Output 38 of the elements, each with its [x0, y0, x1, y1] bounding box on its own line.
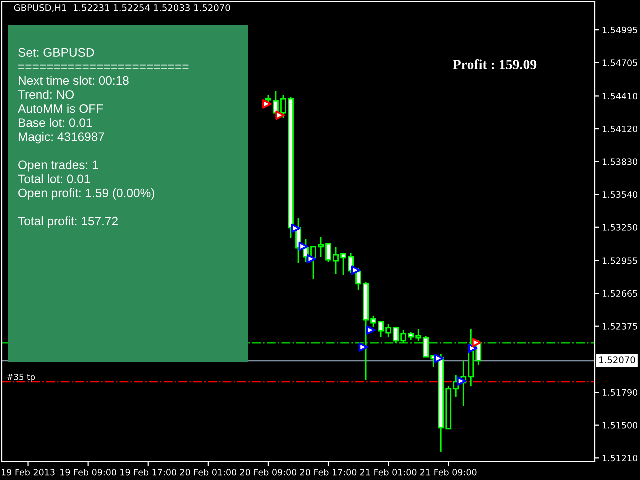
- point: [358, 342, 368, 352]
- x-tick-label: 19 Feb 2013: [2, 468, 55, 476]
- annotation: Profit : 159.09: [453, 60, 537, 70]
- y-tick-label: 1.52375: [602, 323, 638, 330]
- y-tick-label: 1.53250: [602, 224, 638, 231]
- ref-line-label: #35 tp: [7, 374, 36, 382]
- x-tick-label: 19 Feb 09:00: [60, 468, 116, 476]
- point: [291, 224, 301, 234]
- point: [351, 266, 361, 276]
- y-tick-label: 1.53540: [602, 191, 638, 198]
- y-tick-label: 1.54705: [602, 60, 638, 66]
- point: [468, 344, 478, 354]
- point: [366, 326, 376, 336]
- x-tick-label: 20 Feb 01:00: [180, 468, 237, 476]
- y-tick-label: 1.53830: [602, 158, 638, 166]
- y-tick-label: 1.54410: [602, 93, 638, 100]
- x-tick-label: 20 Feb 17:00: [300, 468, 357, 476]
- point: [457, 376, 466, 386]
- x-tick-label: 21 Feb 09:00: [420, 468, 477, 476]
- chart-title: GBPUSD,H1 1.52231 1.52254 1.52033 1.52070: [14, 4, 230, 12]
- point: [434, 354, 444, 364]
- point: [306, 254, 316, 264]
- y-tick-label: 1.52955: [602, 258, 638, 264]
- y-tick-label: 1.51210: [602, 454, 638, 462]
- y-tick-label: 1.51790: [602, 389, 638, 396]
- point: [262, 99, 272, 109]
- y-tick-label: 1.51500: [602, 422, 638, 429]
- point: [472, 338, 482, 348]
- y-tick-label: 1.54995: [602, 26, 638, 34]
- ref-line-label: 1.52070: [600, 356, 636, 364]
- point: [276, 110, 286, 120]
- x-tick-label: 20 Feb 09:00: [240, 468, 297, 476]
- y-tick-label: 1.52665: [602, 290, 638, 298]
- x-tick-label: 21 Feb 01:00: [360, 468, 417, 476]
- point: [298, 242, 308, 252]
- x-tick-label: 19 Feb 17:00: [120, 468, 176, 476]
- text: Set: GBPUSD ======================== Next time slot: 00:18 Trend: NO AutoMM is OFF Base lot: 0.01 Magic: 4316987 Open trades: 1 Total lot: 0.01 Open profit: 1.59 (0.00%) Total profit: 157.72: [18, 48, 189, 228]
- y-tick-label: 1.54120: [602, 126, 638, 132]
